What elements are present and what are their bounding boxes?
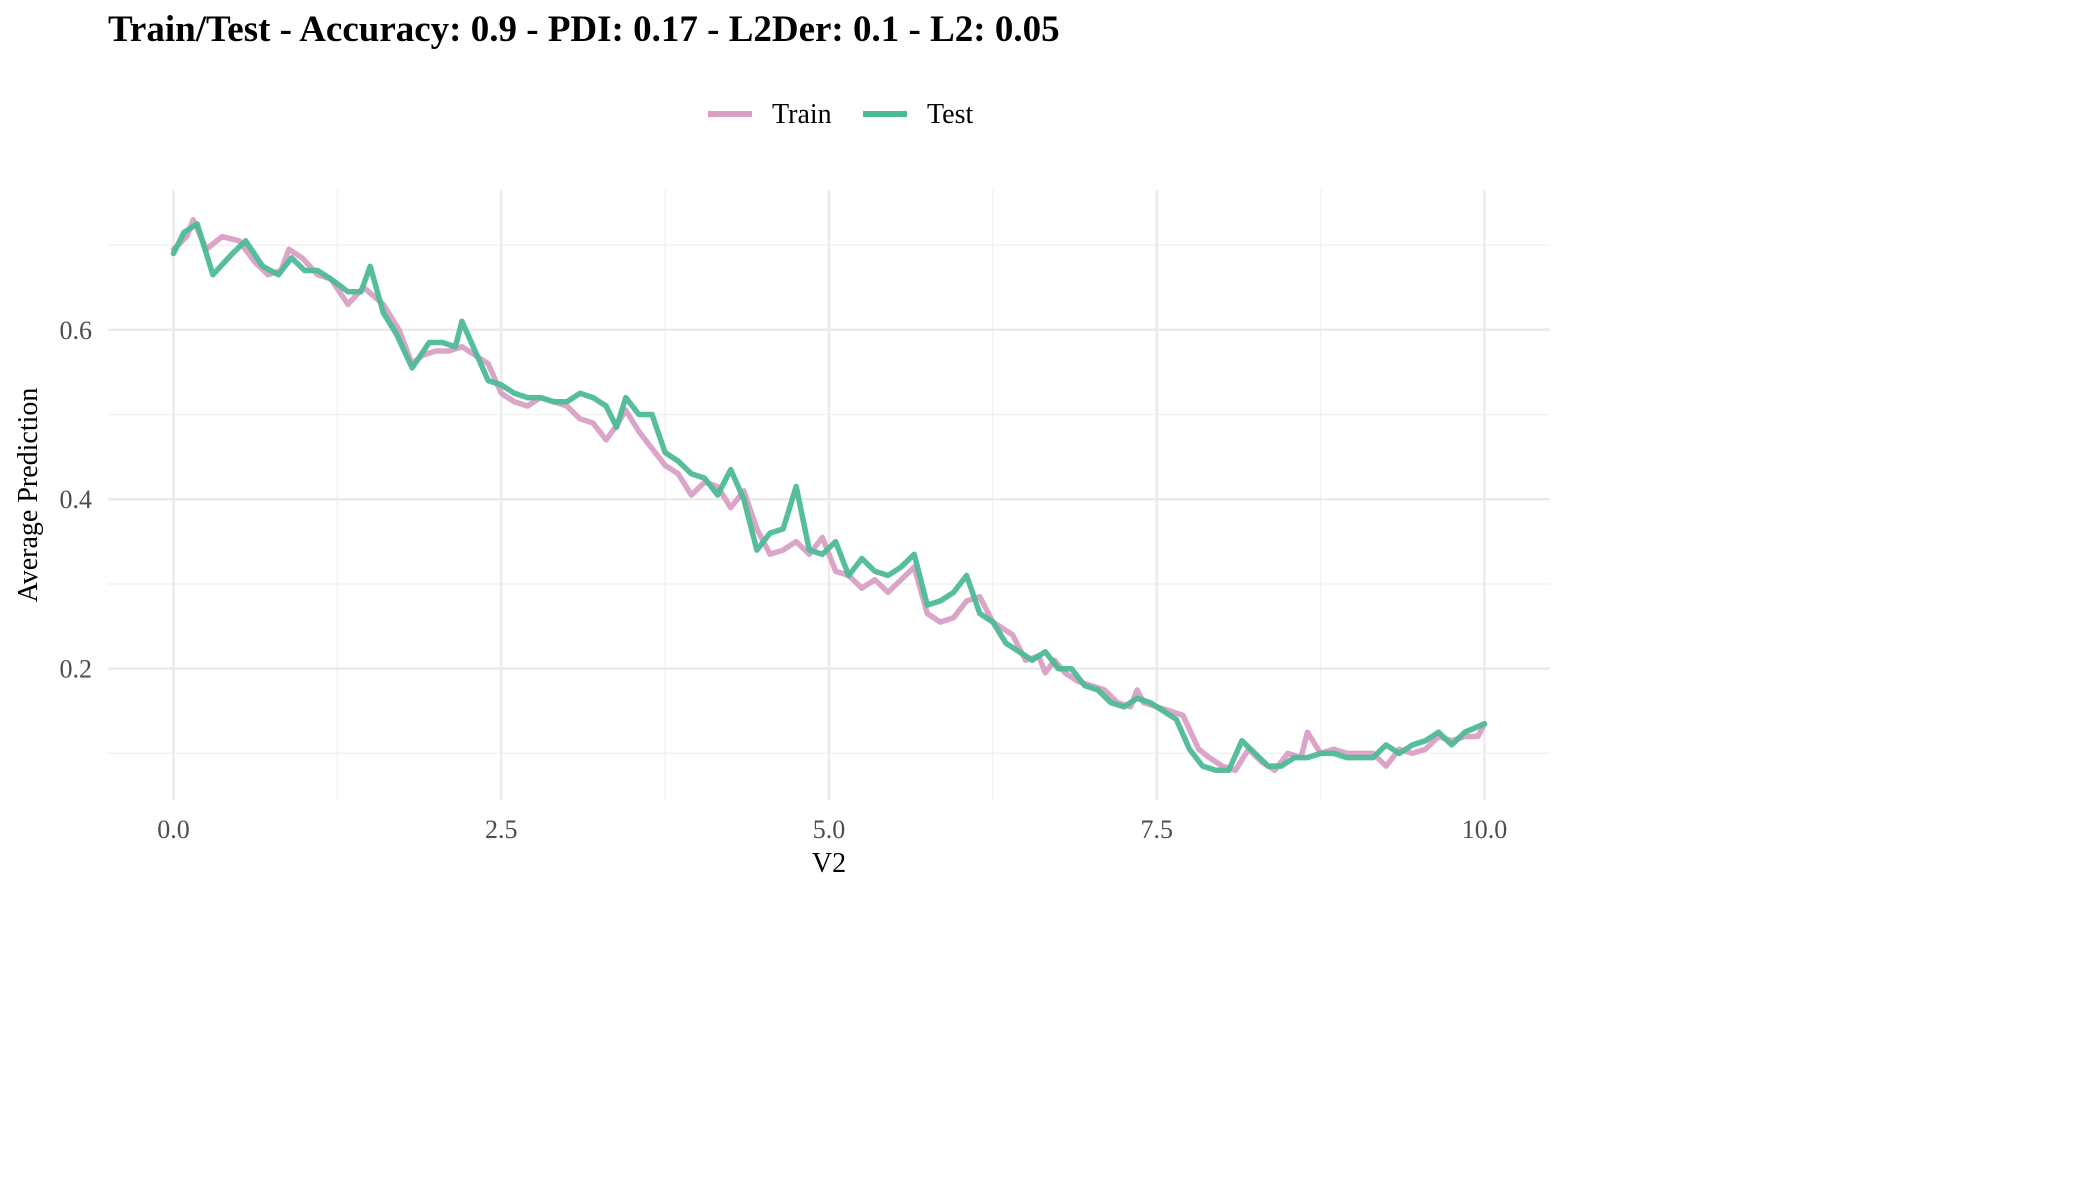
y-tick-labels: 0.2 0.4 0.6 [60,316,93,684]
legend-label-train: Train [772,99,832,130]
y-tick-label: 0.2 [60,655,93,684]
y-tick-label: 0.4 [60,485,93,514]
legend: Train Test [708,99,973,130]
x-tick-label: 10.0 [1462,815,1508,844]
y-tick-label: 0.6 [60,316,93,345]
x-axis-title: V2 [812,848,846,879]
series-line-test [170,221,1488,774]
x-tick-label: 2.5 [485,815,518,844]
x-tick-label: 5.0 [813,815,846,844]
y-axis-title: Average Prediction [13,388,44,603]
series-lines [170,216,1488,774]
legend-label-test: Test [927,99,973,130]
x-tick-labels: 0.0 2.5 5.0 7.5 10.0 [157,815,1507,844]
x-tick-label: 0.0 [157,815,190,844]
grid [108,190,1550,800]
line-chart: 0.2 0.4 0.6 0.0 2.5 5.0 7.5 10.0 V2 Average Pr… [13,99,1550,879]
x-tick-label: 7.5 [1140,815,1173,844]
chart-title: Train/Test - Accuracy: 0.9 - PDI: 0.17 -… [108,9,1060,50]
